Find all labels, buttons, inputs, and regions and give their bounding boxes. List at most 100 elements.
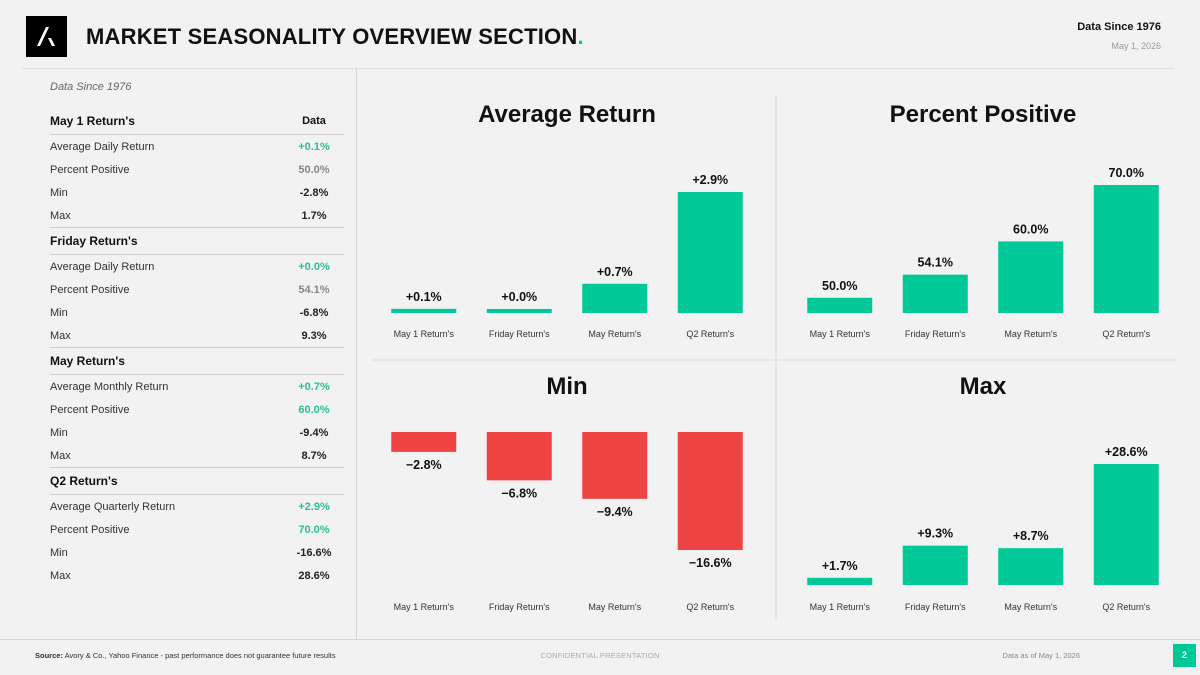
table-section-header: Friday Return's	[50, 227, 344, 255]
table-row-label: Average Daily Return	[50, 140, 155, 153]
chart-data-label: +2.9%	[692, 173, 728, 187]
footer-as-of: Data as of May 1, 2026	[1002, 651, 1080, 660]
table-row: Min -2.8%	[50, 181, 344, 204]
chart-bar	[807, 297, 873, 313]
chart-category-label: May Return's	[588, 602, 641, 612]
table-row-label: Max	[50, 449, 71, 462]
chart-bar	[1093, 185, 1159, 313]
footer-source-text: Avory & Co., Yahoo Finance - past perfor…	[62, 651, 336, 660]
chart-bar	[486, 432, 552, 481]
table-row-value: -6.8%	[299, 306, 329, 319]
table-row-value: 54.1%	[298, 283, 330, 296]
table-row: Max 1.7%	[50, 204, 344, 227]
table-row: Max 9.3%	[50, 324, 344, 347]
table-row-value: +0.7%	[298, 380, 330, 393]
chart-bar	[1093, 464, 1159, 585]
table-row-value: -9.4%	[299, 426, 329, 439]
chart-data-label: 70.0%	[1109, 166, 1144, 180]
chart-data-label: 60.0%	[1013, 222, 1048, 236]
chart-data-label: −16.6%	[689, 556, 732, 570]
table-row-value: 1.7%	[301, 209, 327, 222]
table-section-title: Friday Return's	[50, 234, 138, 248]
table-row: Percent Positive 60.0%	[50, 398, 344, 421]
chart-data-label: 50.0%	[822, 279, 857, 293]
chart-bar	[677, 432, 743, 550]
chart-bar	[998, 548, 1064, 585]
chart-bar	[902, 545, 968, 585]
table-row: Min -16.6%	[50, 541, 344, 564]
table-row-value: +0.1%	[298, 140, 330, 153]
chart-data-label: +8.7%	[1013, 529, 1049, 543]
chart-title: Percent Positive	[890, 101, 1077, 128]
table-row-label: Percent Positive	[50, 523, 130, 536]
chart-bar	[582, 283, 648, 313]
table-row-label: Min	[50, 426, 68, 439]
table-row-value: 9.3%	[301, 329, 327, 342]
chart-category-label: Q2 Return's	[1102, 329, 1150, 339]
table-row-value: +2.9%	[298, 500, 330, 513]
chart-category-label: Friday Return's	[489, 602, 550, 612]
table-row-value: 28.6%	[298, 569, 330, 582]
chart-category-label: May Return's	[588, 329, 641, 339]
chart-category-label: May 1 Return's	[394, 329, 455, 339]
table-section-title: May Return's	[50, 354, 125, 368]
chart-title: Average Return	[478, 101, 656, 128]
summary-table-panel: Data Since 1976 May 1 Return's Data Averag…	[22, 69, 357, 639]
chart-title: Max	[960, 373, 1007, 400]
table-row: Percent Positive 70.0%	[50, 518, 344, 541]
table-section-title: May 1 Return's	[50, 113, 135, 128]
footer-source: Source: Avory & Co., Yahoo Finance - pas…	[35, 651, 336, 660]
table-row-value: 60.0%	[298, 403, 330, 416]
header-meta: Data Since 1976 May 1, 2026	[1077, 21, 1161, 51]
charts-area: Average Return +0.1% May 1 Return's +0.0% Fr…	[372, 95, 1178, 620]
table-row: Average Quarterly Return +2.9%	[50, 495, 344, 518]
footer-source-label: Source:	[35, 651, 63, 660]
chart-data-label: −9.4%	[597, 505, 633, 519]
chart-category-label: Q2 Return's	[1102, 602, 1150, 612]
table-row-label: Average Monthly Return	[50, 380, 169, 393]
chart-category-label: Q2 Return's	[686, 329, 734, 339]
chart-category-label: Friday Return's	[905, 602, 966, 612]
chart-data-label: −2.8%	[406, 458, 442, 472]
table-row-label: Min	[50, 306, 68, 319]
header-date: May 1, 2026	[1111, 41, 1161, 51]
chart-category-label: May Return's	[1004, 329, 1057, 339]
summary-table: May 1 Return's Data Average Daily Return +0…	[50, 107, 344, 587]
table-section-header: Q2 Return's	[50, 467, 344, 495]
chart-bar	[391, 308, 457, 313]
table-row-label: Average Quarterly Return	[50, 500, 176, 513]
table-row-value: -2.8%	[299, 186, 329, 199]
table-section-header: May 1 Return's Data	[50, 107, 344, 135]
footer: Source: Avory & Co., Yahoo Finance - pas…	[0, 640, 1200, 675]
table-row-value: -16.6%	[296, 546, 332, 559]
chart-title: Min	[546, 373, 587, 400]
logo-mark-icon	[37, 27, 55, 46]
chart-bar	[998, 241, 1064, 313]
chart-data-label: −6.8%	[501, 486, 537, 500]
table-row-label: Max	[50, 569, 71, 582]
chart-data-label: 54.1%	[918, 256, 953, 270]
table-row-label: Percent Positive	[50, 283, 130, 296]
table-row-label: Percent Positive	[50, 163, 130, 176]
chart-category-label: May 1 Return's	[810, 602, 871, 612]
title-accent-dot: .	[577, 24, 584, 49]
chart-data-label: +9.3%	[917, 527, 953, 541]
table-row-value: 50.0%	[298, 163, 330, 176]
header-data-since: Data Since 1976	[1077, 21, 1161, 33]
table-row-label: Max	[50, 329, 71, 342]
table-row-label: Max	[50, 209, 71, 222]
chart-category-label: May 1 Return's	[810, 329, 871, 339]
chart-data-label: +0.1%	[406, 290, 442, 304]
table-row-label: Min	[50, 186, 68, 199]
table-row-label: Average Daily Return	[50, 260, 155, 273]
page-title: MARKET SEASONALITY OVERVIEW SECTION.	[86, 24, 584, 49]
table-row: Percent Positive 54.1%	[50, 278, 344, 301]
table-column-header: Data	[302, 114, 326, 127]
chart-category-label: May 1 Return's	[394, 602, 455, 612]
footer-confidential: CONFIDENTIAL PRESENTATION	[540, 651, 660, 660]
table-row: Average Daily Return +0.0%	[50, 255, 344, 278]
table-row: Average Monthly Return +0.7%	[50, 375, 344, 398]
table-row-value: 70.0%	[298, 523, 330, 536]
table-row-value: 8.7%	[301, 449, 327, 462]
table-row: Max 28.6%	[50, 564, 344, 587]
